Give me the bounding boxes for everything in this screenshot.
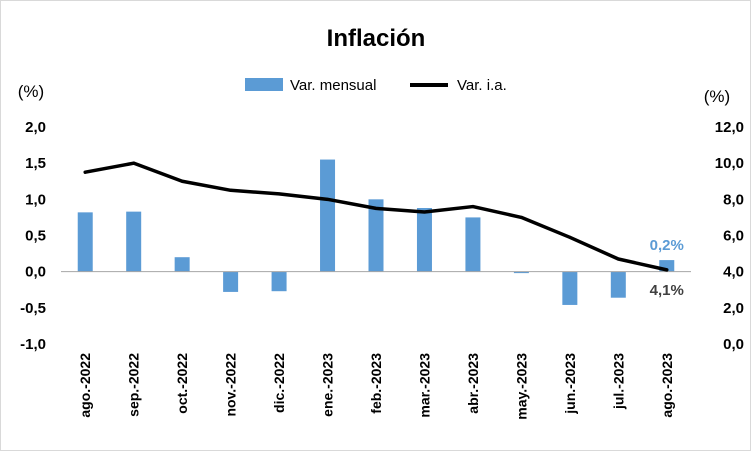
left-axis-unit: (%)	[18, 82, 44, 101]
left-tick-label: -1,0	[20, 336, 46, 353]
bar-series	[77, 159, 675, 305]
line-point-sep.-2022	[132, 161, 136, 165]
category-label: ago.-2022	[77, 353, 93, 418]
line-point-jun.-2023	[568, 235, 572, 239]
line-point-abr.-2023	[471, 205, 475, 209]
line-point-mar.-2023	[422, 210, 426, 214]
line-point-may.-2023	[519, 215, 523, 219]
line-point-ago.-2022	[83, 170, 87, 174]
category-label: mar.-2023	[416, 353, 432, 418]
category-label: nov.-2022	[223, 353, 239, 417]
right-tick-label: 8,0	[723, 191, 744, 208]
left-tick-label: 1,0	[25, 191, 46, 208]
annotation-bar-last: 0,2%	[650, 237, 684, 254]
line-points	[83, 161, 669, 272]
line-point-nov.-2022	[229, 188, 233, 192]
chart-title: Inflación	[327, 25, 426, 52]
bar-jul.-2023	[610, 271, 626, 298]
line-point-ago.-2023	[665, 268, 669, 272]
data-annotations: 0,2% 4,1%	[650, 237, 684, 299]
category-label: abr.-2023	[465, 353, 481, 414]
legend-label-line: Var. i.a.	[457, 77, 507, 94]
bar-nov.-2022	[223, 271, 239, 292]
line-point-dic.-2022	[277, 192, 281, 196]
legend-label-bar: Var. mensual	[290, 77, 376, 94]
category-label: ago.-2023	[659, 353, 675, 418]
category-label: dic.-2022	[271, 353, 287, 413]
bar-oct.-2022	[174, 257, 190, 272]
right-tick-label: 2,0	[723, 300, 744, 317]
bar-feb.-2023	[368, 199, 384, 272]
bar-abr.-2023	[465, 217, 481, 272]
legend: Var. mensual Var. i.a.	[245, 77, 507, 94]
bar-ago.-2023	[659, 260, 675, 272]
right-tick-label: 4,0	[723, 264, 744, 281]
line-point-oct.-2022	[180, 179, 184, 183]
bar-ene.-2023	[320, 159, 336, 272]
category-label: jun.-2023	[562, 353, 578, 415]
bar-jun.-2023	[562, 271, 578, 305]
left-tick-label: 0,5	[25, 228, 46, 245]
bar-ago.-2022	[77, 212, 93, 272]
bar-sep.-2022	[126, 211, 142, 272]
category-label: jul.-2023	[610, 353, 626, 410]
category-label: sep.-2022	[126, 353, 142, 417]
line-point-ene.-2023	[326, 197, 330, 201]
annotation-line-last: 4,1%	[650, 282, 684, 299]
right-tick-label: 6,0	[723, 228, 744, 245]
left-tick-label: 1,5	[25, 155, 46, 172]
right-tick-label: 0,0	[723, 336, 744, 353]
bar-mar.-2023	[416, 208, 432, 272]
right-axis-unit: (%)	[704, 87, 730, 106]
category-label: ene.-2023	[320, 353, 336, 417]
category-labels: ago.-2022 sep.-2022 oct.-2022 nov.-2022 dic.…	[77, 353, 675, 420]
bar-dic.-2022	[271, 271, 287, 292]
right-tick-label: 10,0	[715, 155, 744, 172]
line-point-feb.-2023	[374, 206, 378, 210]
bar-may.-2023	[513, 271, 529, 274]
legend-bar-swatch	[245, 78, 283, 91]
category-label: oct.-2022	[174, 353, 190, 414]
left-tick-label: 0,0	[25, 264, 46, 281]
right-tick-label: 12,0	[715, 119, 744, 136]
left-tick-label: -0,5	[20, 300, 46, 317]
right-axis-ticks: 12,0 10,0 8,0 6,0 4,0 2,0 0,0	[715, 119, 744, 353]
line-point-jul.-2023	[616, 257, 620, 261]
category-label: may.-2023	[513, 353, 529, 420]
category-label: feb.-2023	[368, 353, 384, 414]
left-tick-label: 2,0	[25, 119, 46, 136]
left-axis-ticks: 2,0 1,5 1,0 0,5 0,0 -0,5 -1,0	[20, 119, 46, 353]
